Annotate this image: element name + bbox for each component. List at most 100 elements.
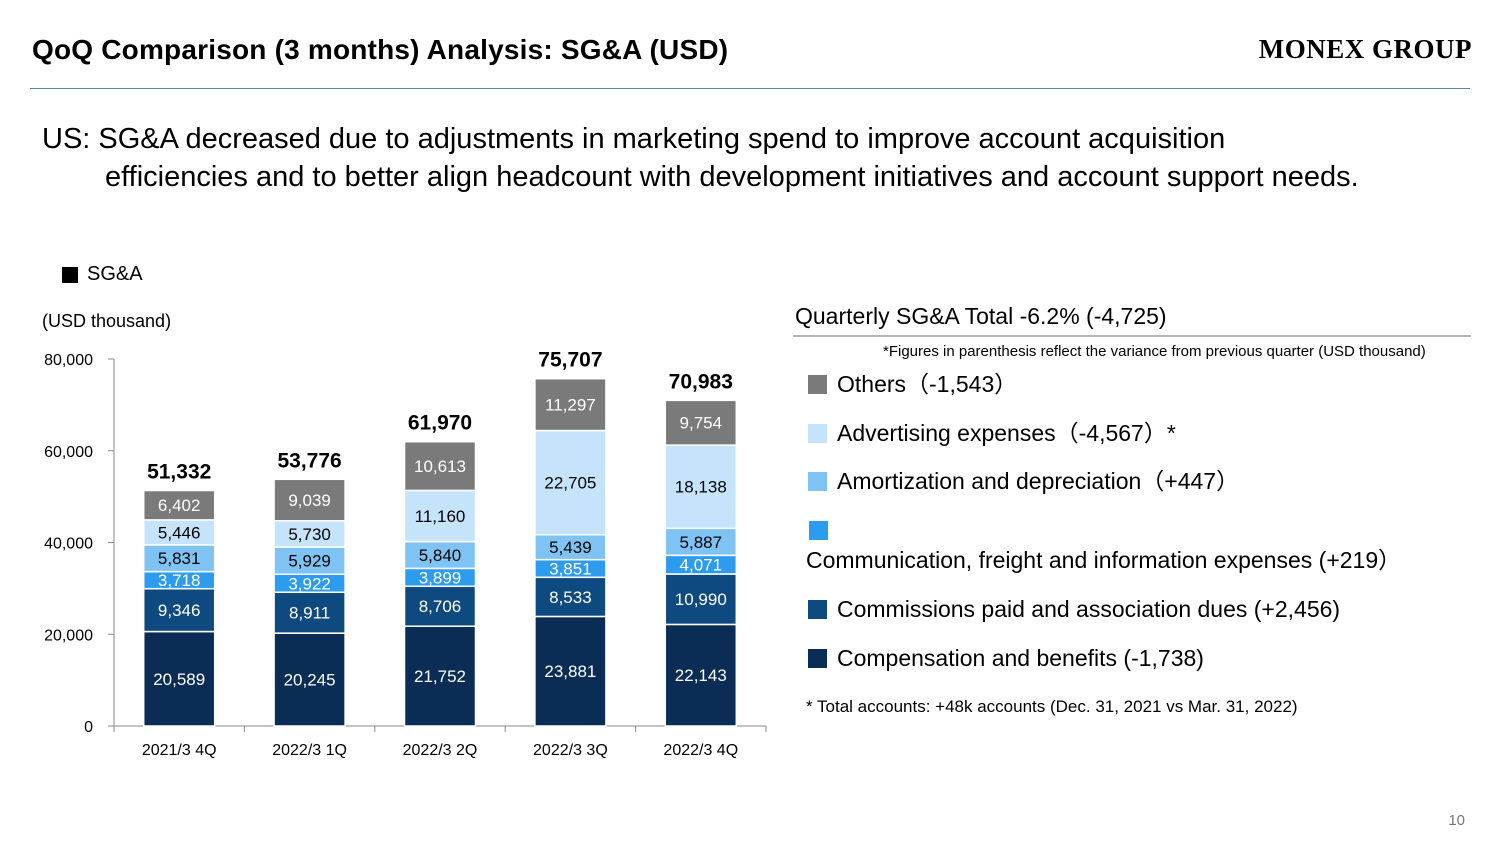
bar-label-advertising: 18,138 [675,478,727,497]
bar-label-commissions: 9,346 [158,601,201,620]
bar-segment-advertising [273,520,346,548]
bar-segment-amortization [534,533,607,561]
bar-label-amortization: 5,831 [158,549,201,568]
legend-item-others: Others（-1,543） [808,369,1017,399]
x-tick-label: 2022/3 3Q [533,742,608,759]
x-tick-label: 2022/3 2Q [403,742,478,759]
bar-segment-commissions [403,585,477,627]
legend-swatch-commissions [808,600,827,619]
legend-swatch-advertising [808,424,827,443]
bar-segment-amortization [142,544,216,573]
legend-item-compensation: Compensation and benefits (-1,738) [808,643,1204,673]
headline-line-2: efficiencies and to better align headcou… [105,161,1359,193]
bar-label-compensation: 21,752 [414,667,466,686]
panel-divider [793,335,1471,337]
bar-label-commissions: 10,990 [675,590,727,609]
legend-swatch-amortization [808,472,827,491]
bar-label-compensation: 22,143 [675,666,727,685]
bar-label-advertising: 5,730 [288,525,331,544]
bar-segment-commissions [664,573,738,626]
bar-label-commissions: 8,706 [419,597,462,616]
bar-label-others: 10,613 [414,457,466,476]
bar-total-label: 75,707 [538,349,602,372]
legend-item-communication: Communication, freight and information e… [806,515,1426,575]
bar-total-label: 70,983 [669,370,733,393]
bar-segment-others [534,377,607,432]
bar-label-communication: 3,922 [288,574,331,593]
bar-label-communication: 4,071 [680,556,723,575]
bar-label-others: 6,402 [158,496,201,515]
bar-segment-advertising [664,444,738,530]
panel-footnote: * Total accounts: +48k accounts (Dec. 31… [806,697,1298,716]
x-tick-label: 2022/3 1Q [272,742,347,759]
bar-label-amortization: 5,840 [419,546,462,565]
bar-segment-others [403,440,477,492]
y-tick-label: 0 [84,719,93,736]
bar-segment-advertising [403,489,477,543]
y-axis-unit: (USD thousand) [42,311,172,331]
bar-label-amortization: 5,439 [549,538,592,557]
bar-label-compensation: 20,589 [153,670,205,689]
bar-label-others: 11,297 [545,396,596,415]
y-tick-label: 40,000 [44,536,93,553]
legend-swatch-communication [809,521,828,540]
bar-segment-amortization [664,527,738,557]
legend-item-amortization: Amortization and depreciation（+447） [808,466,1239,496]
bar-label-amortization: 5,887 [680,533,723,552]
legend-item-commissions: Commissions paid and association dues (+… [808,594,1340,624]
legend-swatch-compensation [808,649,827,668]
bar-segment-others [664,399,738,446]
legend-square-icon [62,266,78,283]
panel-note: *Figures in parenthesis reflect the vari… [883,343,1426,360]
y-tick-label: 20,000 [44,627,93,644]
bar-label-compensation: 20,245 [284,671,336,690]
bar-segment-commissions [142,587,216,633]
bar-segment-compensation [534,615,607,727]
bar-total-label: 51,332 [147,461,211,484]
bar-label-commissions: 8,533 [549,588,592,607]
chart-legend-label: SG&A [87,263,143,285]
bar-segment-compensation [273,632,346,727]
bar-segment-compensation [403,625,477,727]
chart-legend: SG&A [62,263,143,286]
company-logo: MONEX GROUP [1258,34,1472,64]
sga-stacked-bar-chart: 0 20,000 40,000 60,000 80,000 20,589 9,346 3,71… [44,349,767,759]
headline-line-1: US: SG&A decreased due to adjustments in… [42,123,1226,155]
page-title: QoQ Comparison (3 months) Analysis: SG&A… [32,34,729,65]
bar-label-amortization: 5,929 [288,552,331,571]
bar-label-compensation: 23,881 [544,662,596,681]
legend-text-communication: Communication, freight and information e… [806,547,1402,573]
y-tick-label: 60,000 [44,444,93,461]
bar-label-commissions: 8,911 [289,604,330,623]
legend-item-advertising: Advertising expenses（-4,567）* [808,418,1176,448]
y-tick-label: 80,000 [44,352,93,369]
bar-segment-compensation [664,623,738,727]
header-divider [30,88,1470,89]
bar-label-others: 9,754 [680,414,723,433]
bar-segment-compensation [142,630,216,727]
x-tick-label: 2021/3 4Q [142,742,217,759]
page-number: 10 [1448,812,1465,829]
bar-total-label: 61,970 [408,412,472,435]
bar-total-label: 53,776 [277,449,341,472]
bar-label-communication: 3,718 [158,571,201,590]
headline: US: SG&A decreased due to adjustments in… [42,120,1482,196]
legend-text-amortization: Amortization and depreciation（+447） [837,468,1240,494]
legend-swatch-others [808,375,827,394]
bar-segment-amortization [273,546,346,576]
x-tick-label: 2022/3 4Q [663,742,738,759]
bar-segment-advertising [534,429,607,536]
panel-title: Quarterly SG&A Total -6.2% (-4,725) [795,303,1167,329]
bar-label-communication: 3,851 [549,559,592,578]
bar-label-advertising: 11,160 [415,507,466,526]
bar-segment-others [273,478,346,522]
bar-segment-advertising [142,519,216,546]
bar-segment-others [142,489,216,521]
bar-label-others: 9,039 [288,491,331,510]
legend-text-others: Others（-1,543） [837,371,1018,397]
legend-text-advertising: Advertising expenses（-4,567）* [837,420,1176,446]
bar-label-advertising: 22,705 [544,474,596,493]
legend-text-compensation: Compensation and benefits (-1,738) [837,645,1204,671]
legend-text-commissions: Commissions paid and association dues (+… [837,596,1341,622]
bar-label-communication: 3,899 [419,568,462,587]
